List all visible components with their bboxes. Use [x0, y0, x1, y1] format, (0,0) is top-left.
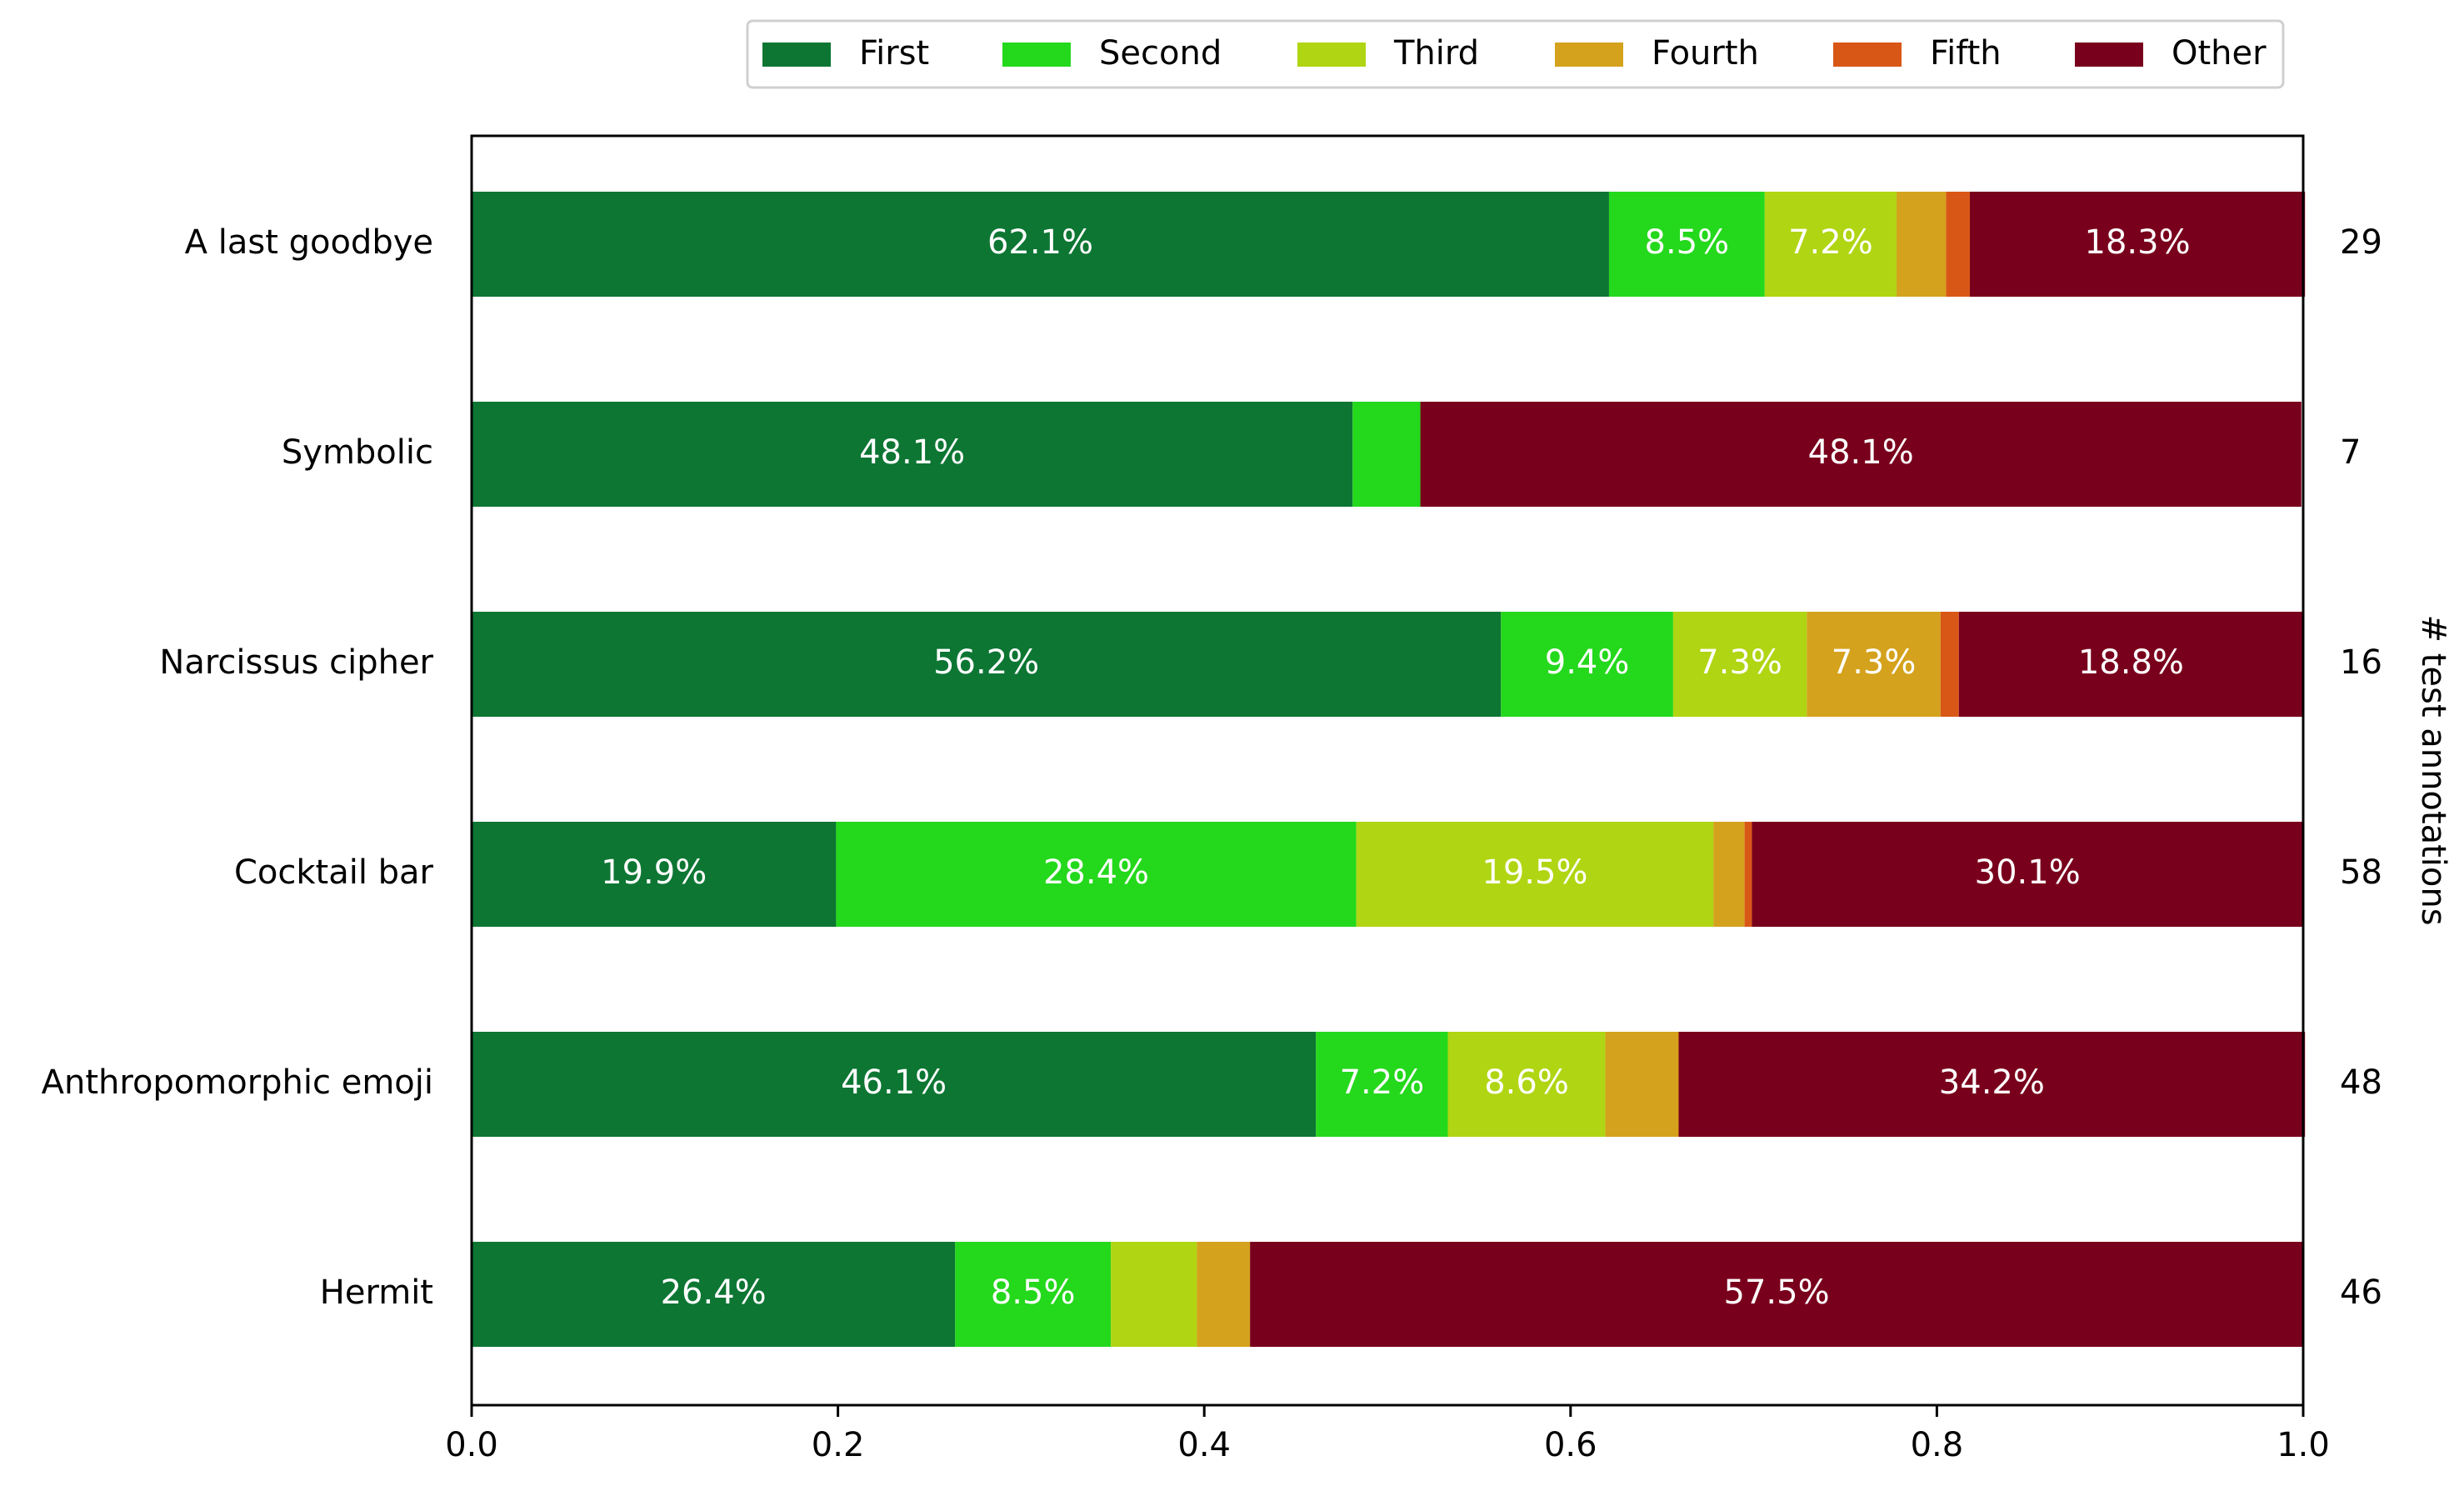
legend-swatch-first — [762, 43, 831, 67]
bar-segment-fourth — [1605, 1032, 1679, 1137]
bar-segment-fifth — [1744, 822, 1752, 927]
legend-swatch-third — [1297, 43, 1366, 67]
segment-value-label: 28.4% — [1043, 853, 1149, 892]
bars: 62.1% 8.5% 7.2% 18.3% 48.1% 48.1% 56.2% 9.4% 7.3… — [472, 192, 2306, 1347]
x-tick-label: 0.0 — [445, 1426, 498, 1464]
bar-segment-other — [1969, 192, 2306, 297]
bar-segment-other — [1250, 1242, 2303, 1347]
bar-segment-fourth — [1897, 192, 1947, 297]
bar-segment-fourth — [1713, 822, 1745, 927]
segment-value-label: 18.3% — [2085, 223, 2191, 262]
bar-segment-fourth — [1197, 1242, 1251, 1347]
bar-segment-second — [1501, 612, 1673, 717]
bar-segment-second — [1316, 1032, 1448, 1137]
segment-value-label: 8.5% — [1645, 223, 1730, 262]
legend-label-other: Other — [2172, 34, 2267, 73]
category-label: Symbolic — [282, 433, 433, 472]
category-label: Anthropomorphic emoji — [42, 1063, 433, 1102]
legend-swatch-fourth — [1555, 43, 1623, 67]
x-axis: 0.0 0.2 0.4 0.6 0.8 1.0 — [445, 1405, 2330, 1464]
category-label: Cocktail bar — [234, 853, 434, 892]
segment-value-label: 8.5% — [991, 1273, 1076, 1312]
bar-segment-first — [472, 1242, 956, 1347]
segment-value-label: 7.3% — [1832, 643, 1917, 682]
category-label: A last goodbye — [185, 223, 433, 262]
legend-label-second: Second — [1099, 34, 1222, 73]
legend-label-fifth: Fifth — [1930, 34, 2002, 73]
segment-value-label: 7.3% — [1697, 643, 1782, 682]
bar-segment-third — [1764, 192, 1897, 297]
segment-value-label: 18.8% — [2078, 643, 2184, 682]
legend-swatch-fifth — [1833, 43, 1902, 67]
bar-segment-second — [1608, 192, 1765, 297]
right-axis-label: # test annotations — [2414, 614, 2452, 925]
segment-value-label: 48.1% — [1808, 433, 1914, 472]
bar-segment-third — [1447, 1032, 1606, 1137]
segment-value-label: 26.4% — [661, 1273, 767, 1312]
bar-segment-first — [472, 612, 1502, 717]
segment-value-label: 30.1% — [1975, 853, 2081, 892]
bar-segment-other — [1420, 402, 2302, 507]
segment-value-label: 8.6% — [1484, 1063, 1569, 1102]
segment-value-label: 46.1% — [841, 1063, 947, 1102]
legend-label-first: First — [859, 34, 929, 73]
legend-box — [746, 19, 2285, 89]
segment-value-label: 19.5% — [1482, 853, 1587, 892]
segment-value-label: 48.1% — [859, 433, 965, 472]
bar-segment-other — [1678, 1032, 2306, 1137]
count-label: 16 — [2340, 643, 2382, 682]
bar-segment-other — [1958, 612, 2303, 717]
segment-value-label: 56.2% — [933, 643, 1039, 682]
count-labels: 29 7 16 58 48 46 — [2340, 223, 2382, 1312]
bar-segment-first — [472, 822, 837, 927]
x-tick-label: 1.0 — [2277, 1426, 2330, 1464]
segment-value-label: 34.2% — [1939, 1063, 2045, 1102]
legend: First Second Third Fourth Fifth Other — [746, 19, 2285, 89]
x-tick-label: 0.8 — [1911, 1426, 1964, 1464]
segment-value-label: 62.1% — [987, 223, 1093, 262]
x-tick-label: 0.4 — [1177, 1426, 1231, 1464]
bar-segment-second — [836, 822, 1357, 927]
count-label: 58 — [2340, 853, 2382, 892]
legend-label-third: Third — [1393, 34, 1479, 73]
plot-frame — [470, 134, 2305, 1407]
count-label: 46 — [2340, 1273, 2382, 1312]
segment-value-label: 19.9% — [601, 853, 707, 892]
legend-swatch-other — [2075, 43, 2143, 67]
segment-value-label: 7.2% — [1340, 1063, 1425, 1102]
segment-value-label: 7.2% — [1788, 223, 1873, 262]
bar-segment-first — [472, 1032, 1317, 1137]
bar-segment-third — [1356, 822, 1714, 927]
legend-swatch-second — [1002, 43, 1071, 67]
x-tick-label: 0.6 — [1544, 1426, 1597, 1464]
category-labels: A last goodbye Symbolic Narcissus cipher Co… — [42, 223, 434, 1312]
category-label: Hermit — [320, 1273, 433, 1312]
bar-segment-other — [1752, 822, 2303, 927]
count-label: 29 — [2340, 223, 2382, 262]
category-label: Narcissus cipher — [159, 643, 433, 682]
segment-value-label: 57.5% — [1724, 1273, 1830, 1312]
bar-segment-fourth — [1807, 612, 1941, 717]
segment-value-label: 9.4% — [1545, 643, 1630, 682]
bar-segment-fifth — [1940, 612, 1959, 717]
bar-segment-first — [472, 402, 1353, 507]
bar-segment-fifth — [1946, 192, 1970, 297]
count-label: 7 — [2340, 433, 2361, 472]
legend-label-fourth: Fourth — [1652, 34, 1759, 73]
bar-segment-second — [1352, 402, 1421, 507]
x-tick-label: 0.2 — [812, 1426, 865, 1464]
bar-segment-third — [1672, 612, 1807, 717]
bar-segment-first — [472, 192, 1609, 297]
count-label: 48 — [2340, 1063, 2382, 1102]
bar-segment-second — [955, 1242, 1112, 1347]
bar-segment-third — [1111, 1242, 1197, 1347]
